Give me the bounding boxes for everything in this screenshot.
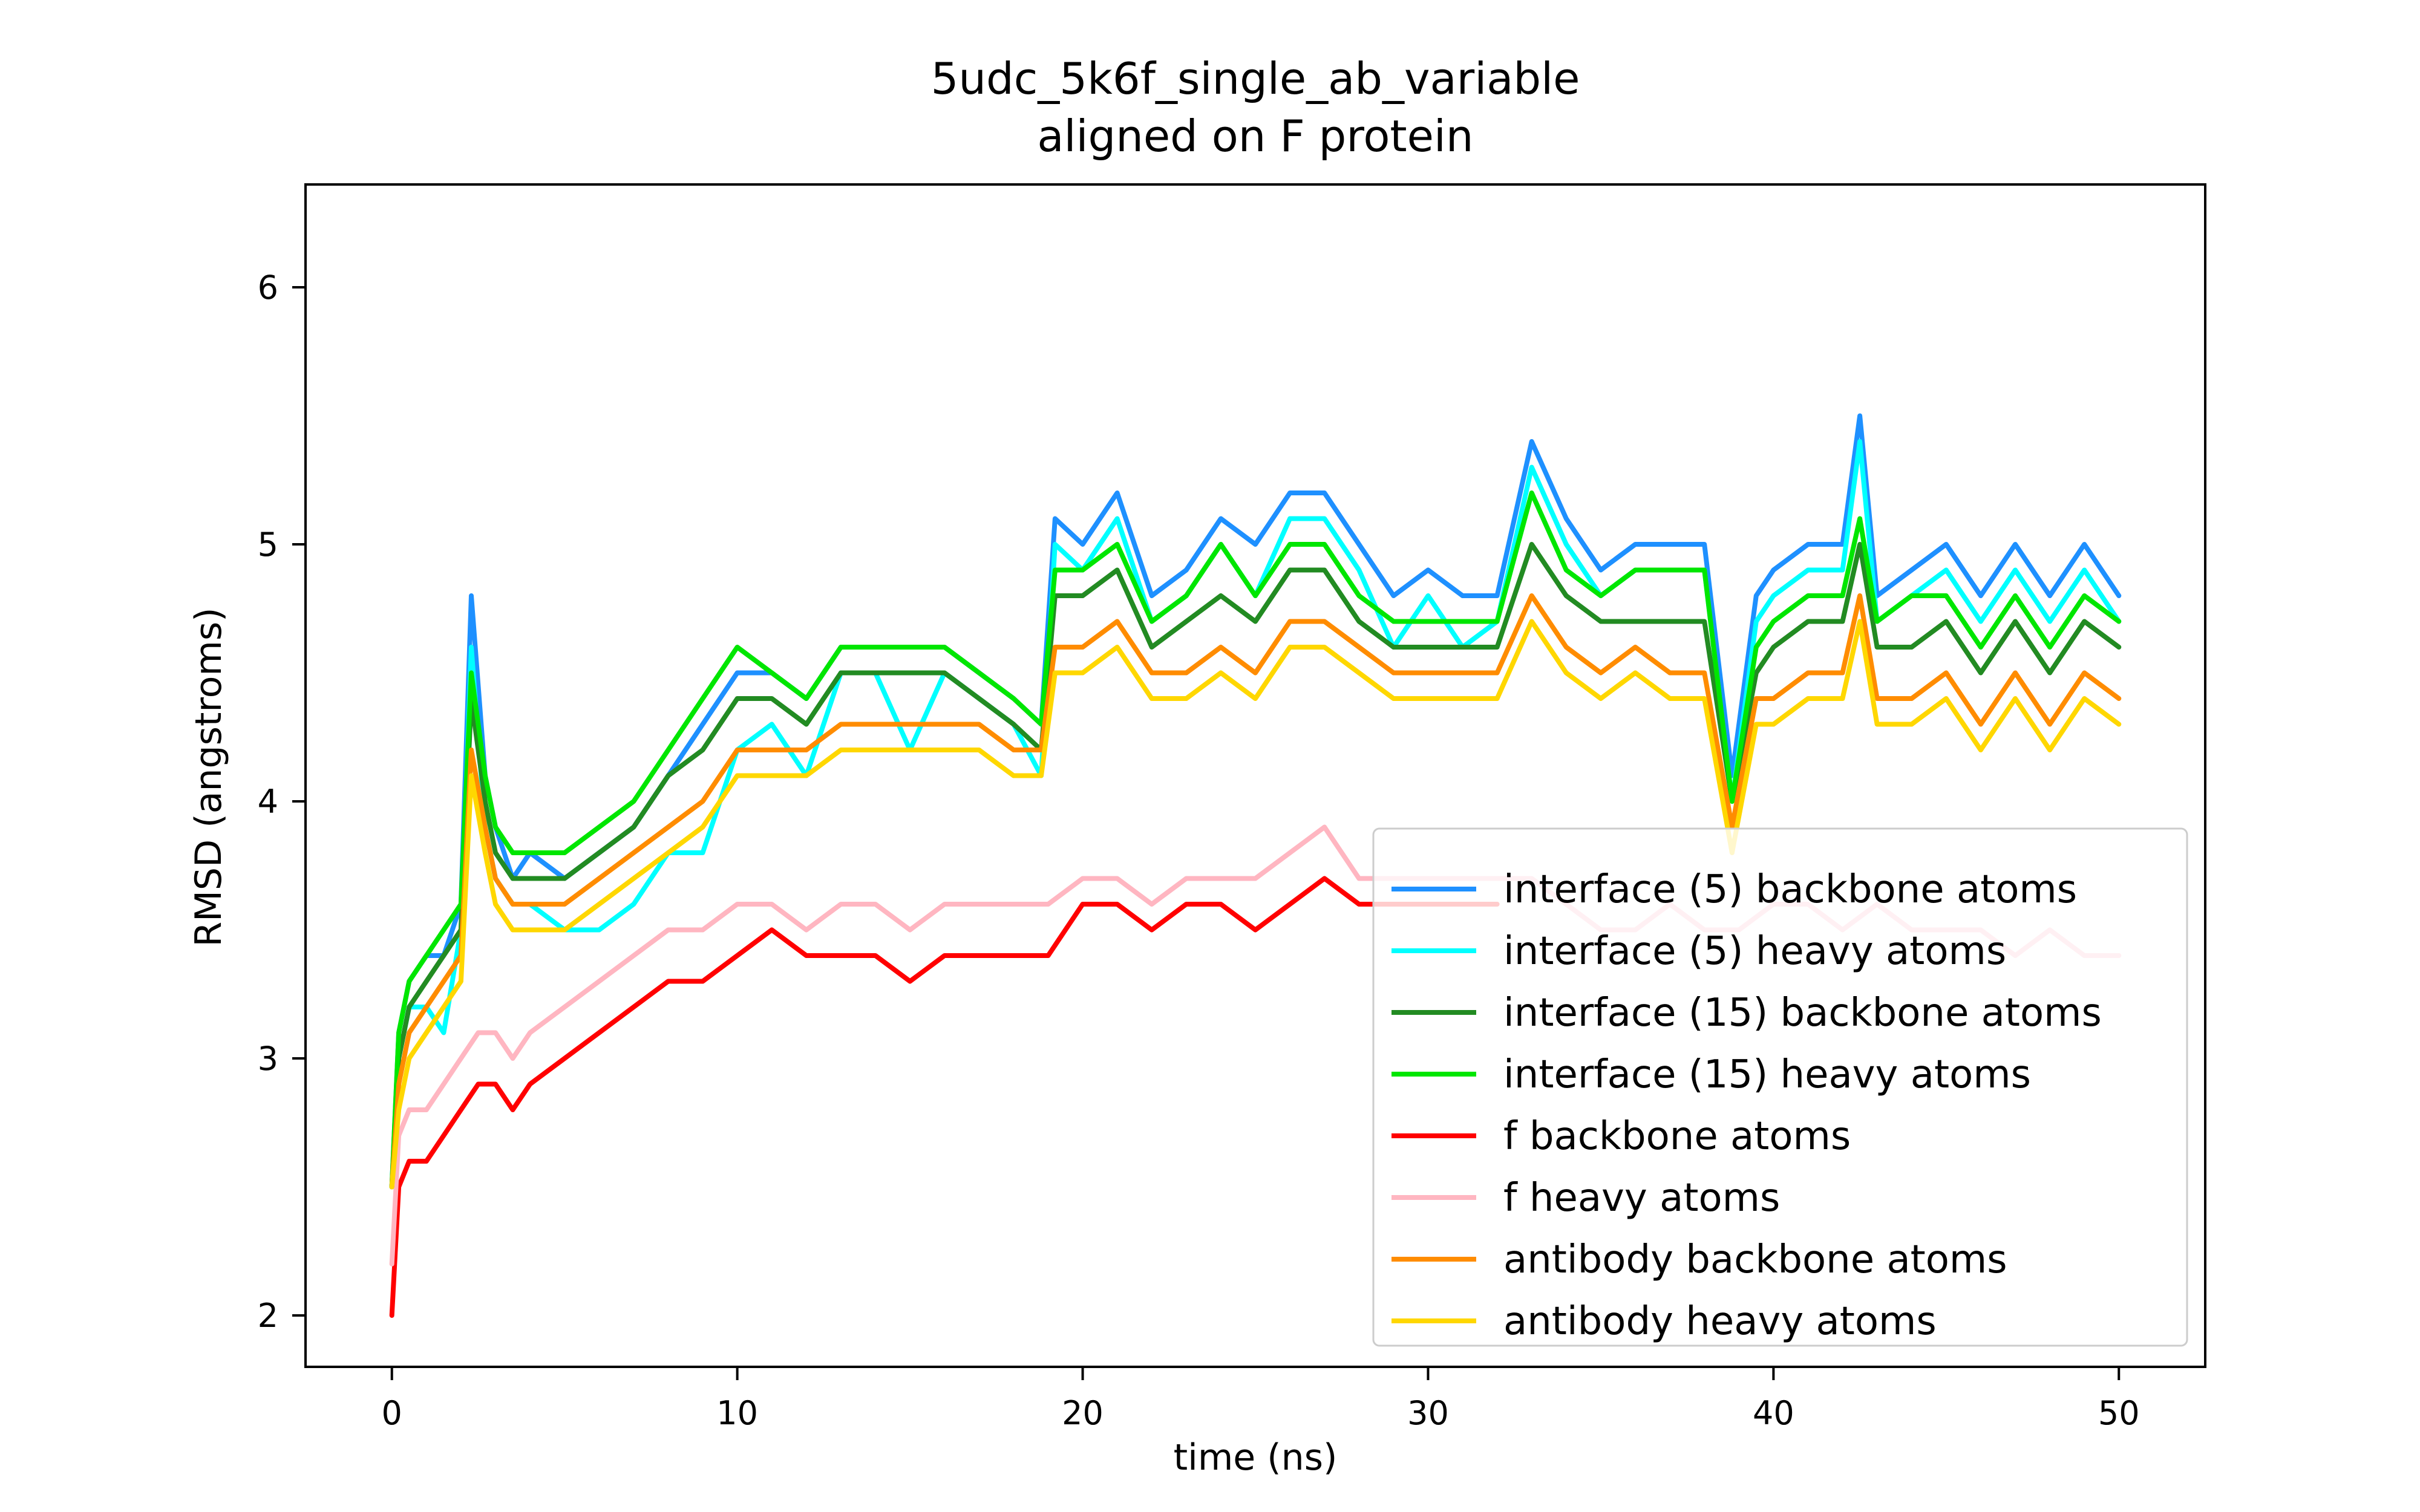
x-axis-label: time (ns) [1174,1436,1338,1479]
legend-label-5: f heavy atoms [1503,1176,1780,1220]
legend-label-0: interface (5) backbone atoms [1503,867,2077,912]
series-layer [389,413,2122,1318]
y-tick-label-3: 5 [258,526,278,564]
legend: interface (5) backbone atoms interface (5… [1372,827,2188,1347]
x-tick-label-4: 40 [1753,1394,1794,1432]
series-line-7 [389,619,2122,1190]
x-axis: 0 10 20 30 40 50 [382,1367,2140,1432]
series-line-4 [389,876,1500,1318]
chart-title-line-1: 5udc_5k6f_single_ab_variable [931,53,1580,104]
legend-label-4: f backbone atoms [1503,1114,1851,1159]
y-tick-label-2: 4 [258,783,278,821]
x-tick-label-2: 20 [1062,1394,1104,1432]
legend-box [1372,827,2188,1347]
series-line-2 [389,542,2122,1190]
x-tick-label-5: 50 [2098,1394,2140,1432]
legend-label-3: interface (15) heavy atoms [1503,1052,2031,1097]
x-tick-label-1: 10 [716,1394,758,1432]
y-tick-label-0: 2 [258,1297,278,1335]
legend-label-2: interface (15) backbone atoms [1503,991,2102,1035]
y-axis: 2 3 4 5 6 [258,269,306,1335]
y-tick-label-1: 3 [258,1040,278,1078]
series-line-0 [389,413,2122,1190]
y-axis-label: RMSD (angstroms) [188,607,230,947]
legend-label-7: antibody heavy atoms [1503,1299,1937,1344]
series-line-3 [389,490,2122,1190]
legend-label-1: interface (5) heavy atoms [1503,929,2006,974]
y-tick-label-4: 6 [258,269,278,307]
legend-label-6: antibody backbone atoms [1503,1237,2007,1282]
x-tick-label-3: 30 [1407,1394,1449,1432]
series-line-6 [389,593,2122,1190]
x-tick-label-0: 0 [382,1394,402,1432]
plot-frame [304,183,2206,1368]
legend-entries: interface (5) backbone atoms interface (5… [1392,867,2102,1344]
chart-title-line-2: aligned on F protein [1037,111,1473,161]
